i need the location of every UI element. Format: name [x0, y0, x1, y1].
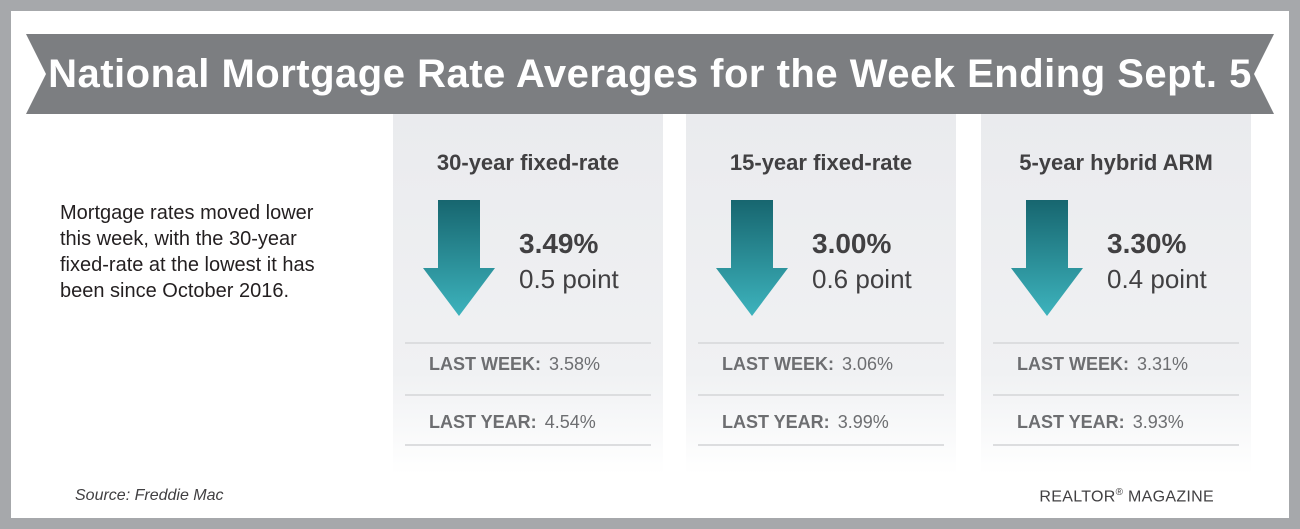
current-rate: 3.49%: [519, 228, 599, 259]
rate-card-5-year-arm: 5-year hybrid ARM 3.30% 0.4 point LAST W…: [981, 114, 1251, 474]
registered-mark: ®: [1115, 487, 1124, 498]
source-credit: Source: Freddie Mac: [75, 487, 224, 504]
rate-change: 0.6 point: [812, 264, 912, 294]
last-week-value: 3.31%: [1137, 354, 1189, 374]
banner-ribbon-shape: [26, 34, 1274, 114]
publisher-logo: REALTOR® MAGAZINE: [1039, 487, 1214, 506]
last-year-value: 3.93%: [1132, 412, 1184, 432]
last-week-label: LAST WEEK:: [722, 354, 834, 374]
last-year-value: 3.99%: [837, 412, 889, 432]
last-year-label: LAST YEAR:: [1017, 412, 1125, 432]
rate-change: 0.4 point: [1107, 264, 1207, 294]
last-week-value: 3.06%: [842, 354, 894, 374]
last-week-stat: LAST WEEK: 3.58%: [429, 354, 600, 375]
divider: [405, 342, 651, 344]
last-week-stat: LAST WEEK: 3.06%: [722, 354, 893, 375]
down-arrow-icon: [1011, 200, 1083, 316]
last-week-label: LAST WEEK:: [1017, 354, 1129, 374]
current-rate: 3.30%: [1107, 228, 1187, 259]
brand-name: REALTOR: [1039, 488, 1116, 506]
divider: [698, 394, 944, 396]
rate-card-30-year: 30-year fixed-rate 3.49% 0.5 point LAST …: [393, 114, 663, 474]
rate-card-15-year: 15-year fixed-rate 3.00% 0.6 point LAST …: [686, 114, 956, 474]
last-year-label: LAST YEAR:: [429, 412, 537, 432]
card-title: 5-year hybrid ARM: [1019, 150, 1213, 175]
last-week-label: LAST WEEK:: [429, 354, 541, 374]
card-title: 15-year fixed-rate: [729, 150, 913, 175]
last-week-stat: LAST WEEK: 3.31%: [1017, 354, 1188, 375]
divider: [405, 444, 651, 446]
rate-change: 0.5 point: [519, 264, 619, 294]
divider: [698, 342, 944, 344]
intro-text: Mortgage rates moved lower this week, wi…: [60, 202, 315, 302]
down-arrow-icon: [716, 200, 788, 316]
divider: [405, 394, 651, 396]
card-title: 30-year fixed-rate: [436, 150, 620, 175]
page-title: National Mortgage Rate Averages for the …: [48, 52, 1252, 96]
divider: [698, 444, 944, 446]
last-year-value: 4.54%: [544, 412, 596, 432]
last-year-stat: LAST YEAR: 3.93%: [1017, 412, 1184, 433]
title-banner: National Mortgage Rate Averages for the …: [26, 34, 1274, 114]
last-year-stat: LAST YEAR: 4.54%: [429, 412, 596, 433]
divider: [993, 394, 1239, 396]
down-arrow-icon: [423, 200, 495, 316]
divider: [993, 342, 1239, 344]
last-year-label: LAST YEAR:: [722, 412, 830, 432]
brand-suffix: MAGAZINE: [1123, 488, 1214, 506]
last-year-stat: LAST YEAR: 3.99%: [722, 412, 889, 433]
current-rate: 3.00%: [812, 228, 892, 259]
last-week-value: 3.58%: [549, 354, 601, 374]
divider: [993, 444, 1239, 446]
